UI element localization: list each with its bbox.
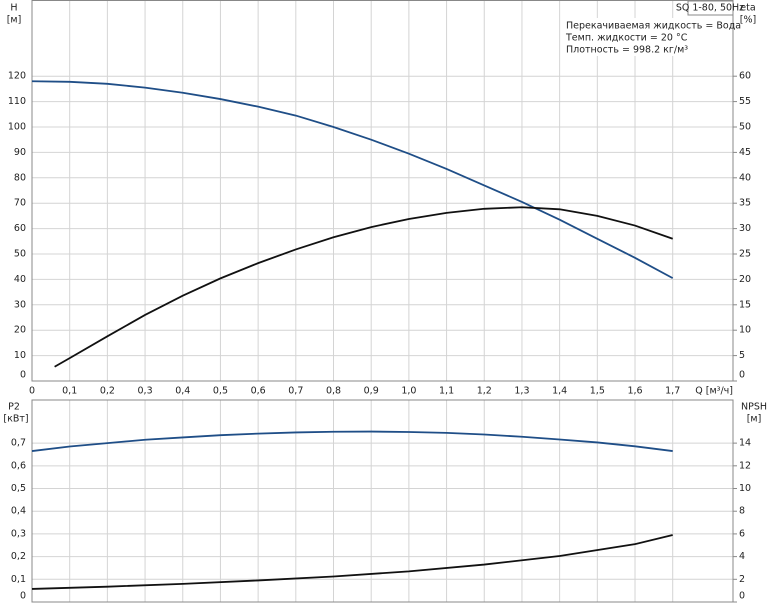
y2-tick-label: 12 (739, 460, 751, 471)
y-tick-label: 0,4 (11, 506, 26, 517)
x-tick-label: 1,0 (401, 386, 416, 397)
y2-tick-label: 45 (739, 147, 751, 158)
y2-tick-label: 10 (739, 325, 751, 336)
y-tick-label: 110 (8, 96, 26, 107)
x-tick-label: 1,2 (477, 386, 492, 397)
y-tick-label: 0 (20, 370, 26, 381)
y-tick-label: 20 (14, 325, 26, 336)
y-axis-unit: [кВт] (3, 414, 28, 425)
y-tick-label: 0,5 (11, 483, 26, 494)
y2-axis-label: NPSH (741, 402, 767, 413)
y-tick-label: 0,1 (11, 574, 26, 585)
title-box (687, 0, 734, 16)
y-tick-label: 60 (14, 223, 26, 234)
y-tick-label: 40 (14, 274, 26, 285)
annotation: Плотность = 998.2 кг/м³ (566, 45, 688, 56)
data-line (54, 206, 673, 368)
y-axis-unit: [м] (7, 15, 22, 26)
data-line (31, 430, 673, 452)
x-tick-label: 1,5 (590, 386, 605, 397)
y-axis-label: H (10, 3, 17, 14)
x-tick-label: 1,3 (514, 386, 529, 397)
y-tick-label: 0,2 (11, 551, 26, 562)
y2-tick-label: 2 (739, 574, 745, 585)
y-tick-label: 0,7 (11, 438, 26, 449)
data-line (31, 80, 674, 279)
x-tick-label: 0,8 (326, 386, 341, 397)
y2-tick-label: 15 (739, 299, 751, 310)
y2-tick-label: 55 (739, 96, 751, 107)
x-tick-label: 0 (29, 386, 35, 397)
y2-axis-unit: [м] (747, 414, 762, 425)
y-tick-label: 100 (8, 122, 26, 133)
x-tick-label: 1,1 (439, 386, 454, 397)
y-tick-label: 10 (14, 350, 26, 361)
x-tick-label: 0,9 (364, 386, 379, 397)
y2-tick-label: 35 (739, 198, 751, 209)
y2-axis-unit: [%] (740, 15, 756, 26)
y2-tick-label: 6 (739, 528, 745, 539)
y2-tick-label: 0 (739, 591, 745, 602)
x-tick-label: 0,6 (251, 386, 266, 397)
x-axis-label: Q [м³/ч] (695, 386, 733, 397)
x-tick-label: 0,1 (62, 386, 77, 397)
chart-title: SQ 1-80, 50Hz (676, 3, 744, 14)
y2-tick-label: 8 (739, 506, 745, 517)
y2-tick-label: 4 (739, 551, 745, 562)
y2-tick-label: 14 (739, 438, 751, 449)
top-plot-frame (31, 0, 734, 382)
x-tick-label: 0,4 (175, 386, 190, 397)
x-tick-label: 0,7 (288, 386, 303, 397)
y-tick-label: 120 (8, 71, 26, 82)
y2-tick-label: 5 (739, 350, 745, 361)
y-tick-label: 50 (14, 249, 26, 260)
x-tick-label: 1,7 (665, 386, 680, 397)
y2-tick-label: 30 (739, 223, 751, 234)
x-tick-label: 0,5 (213, 386, 228, 397)
y2-tick-label: 60 (739, 71, 751, 82)
y-tick-label: 0,3 (11, 528, 26, 539)
data-line (31, 534, 673, 590)
y2-tick-label: 25 (739, 249, 751, 260)
y2-tick-label: 0 (739, 370, 745, 381)
bottom-plot-frame (31, 399, 734, 603)
y-tick-label: 70 (14, 198, 26, 209)
y2-tick-label: 50 (739, 122, 751, 133)
annotation: Перекачиваемая жидкость = Вода (566, 21, 741, 32)
y2-tick-label: 20 (739, 274, 751, 285)
x-tick-label: 0,2 (100, 386, 115, 397)
y-tick-label: 80 (14, 172, 26, 183)
y-tick-label: 90 (14, 147, 26, 158)
annotation-box (564, 18, 732, 56)
x-tick-label: 0,3 (138, 386, 153, 397)
y-axis-label: P2 (8, 402, 20, 413)
annotation: Темп. жидкости = 20 °C (565, 33, 688, 44)
x-tick-label: 1,6 (627, 386, 642, 397)
y-tick-label: 30 (14, 299, 26, 310)
y2-tick-label: 40 (739, 172, 751, 183)
x-tick-label: 1,4 (552, 386, 567, 397)
y-tick-label: 0,6 (11, 460, 26, 471)
y2-axis-label: eta (740, 3, 755, 14)
y2-tick-label: 10 (739, 483, 751, 494)
y-tick-label: 0 (20, 591, 26, 602)
